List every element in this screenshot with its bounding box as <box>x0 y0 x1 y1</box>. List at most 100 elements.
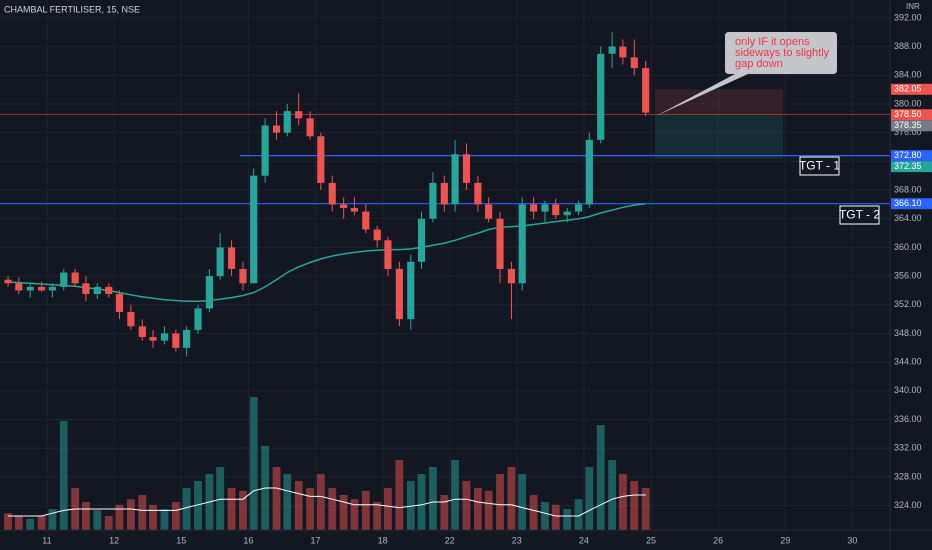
y-tick-label: 356.00 <box>894 270 922 280</box>
y-tick-label: 380.00 <box>894 98 922 108</box>
volume-bar <box>171 502 180 530</box>
candle-body <box>429 182 437 219</box>
volume-bar <box>14 516 23 530</box>
volume-bar <box>115 504 124 530</box>
candle-body <box>250 175 258 284</box>
candle-body <box>138 326 146 338</box>
volume-bar <box>328 488 337 530</box>
candle-body <box>451 154 459 205</box>
volume-bar <box>596 425 605 530</box>
volume-bar <box>339 495 348 530</box>
candle-body <box>642 68 650 113</box>
candle-body <box>619 46 627 58</box>
volume-bar <box>272 467 281 530</box>
position-zone <box>655 89 783 115</box>
volume-bar <box>429 467 437 530</box>
candle-body <box>440 182 448 205</box>
candle-body <box>205 276 213 309</box>
volume-bar <box>373 502 382 530</box>
callout-text: only IF it opens <box>735 36 810 48</box>
price-tag-label: 378.50 <box>894 109 922 119</box>
target-label: TGT - 1 <box>799 159 840 173</box>
candle-body <box>373 229 381 241</box>
target-box <box>839 205 880 225</box>
candle-body <box>317 136 325 183</box>
volume-bar <box>462 481 471 530</box>
y-tick-label: 340.00 <box>894 385 922 395</box>
candle-body <box>183 329 191 348</box>
candle-body <box>194 308 202 330</box>
volume-bar <box>551 504 560 530</box>
volume-bar <box>473 488 482 530</box>
x-tick-label: 15 <box>176 535 186 545</box>
price-tag <box>891 150 932 162</box>
volume-bar <box>608 460 617 530</box>
candle-body <box>630 57 638 69</box>
candle-body <box>530 204 538 212</box>
candle-body <box>82 283 90 295</box>
volume-bar <box>384 488 392 530</box>
candle-body <box>105 286 113 295</box>
price-tag-label: 372.35 <box>894 161 922 171</box>
candle-body <box>462 154 471 183</box>
candle-body <box>115 294 124 312</box>
candle-body <box>552 204 560 216</box>
volume-bar <box>350 499 359 530</box>
candle-body <box>496 218 504 269</box>
x-tick-label: 23 <box>512 535 522 545</box>
candle-body <box>227 247 236 269</box>
price-tag <box>891 120 932 132</box>
volume-bar <box>440 495 449 530</box>
x-tick-label: 16 <box>243 535 253 545</box>
y-tick-label: 376.00 <box>894 127 922 137</box>
volume-bar <box>93 510 102 530</box>
x-tick-label: 30 <box>847 535 857 545</box>
callout-text: gap down <box>735 58 783 70</box>
volume-bar <box>239 490 247 530</box>
volume-bar <box>518 474 527 530</box>
volume-bar <box>306 488 315 530</box>
y-tick-label: 388.00 <box>894 41 922 51</box>
volume-bar <box>81 502 90 530</box>
price-tag <box>891 198 932 210</box>
candle-body <box>272 125 281 133</box>
candle-body <box>93 286 101 295</box>
candle-body <box>216 247 224 277</box>
y-tick-label: 348.00 <box>894 328 922 338</box>
candle-body <box>295 111 303 119</box>
x-tick-label: 18 <box>378 535 388 545</box>
x-tick-label: 17 <box>310 535 320 545</box>
price-tag-label: 378.35 <box>894 120 922 130</box>
volume-bar <box>361 490 370 530</box>
candle-body <box>574 204 583 212</box>
x-tick-label: 11 <box>42 535 51 545</box>
candle-body <box>261 125 269 176</box>
candle-body <box>306 118 314 137</box>
moving-average-line <box>8 202 646 302</box>
candle-body <box>26 286 34 291</box>
volume-bar <box>574 499 583 530</box>
candle-body <box>507 268 516 284</box>
volume-bar <box>138 495 147 530</box>
candle-body <box>15 283 23 291</box>
x-tick-label: 24 <box>579 535 589 545</box>
y-tick-label: 368.00 <box>894 184 922 194</box>
volume-bar <box>529 495 538 530</box>
position-zone <box>655 114 783 159</box>
candle-body <box>407 261 415 320</box>
price-tag <box>891 109 932 121</box>
y-tick-label: 364.00 <box>894 213 922 223</box>
y-tick-label: 384.00 <box>894 70 922 80</box>
candle-body <box>60 272 68 287</box>
candle-body <box>71 272 79 284</box>
volume-bar <box>294 481 303 530</box>
volume-bar <box>630 481 639 530</box>
candle-body <box>518 204 526 284</box>
volume-bar <box>126 499 135 530</box>
y-tick-label: 352.00 <box>894 299 922 309</box>
volume-bar <box>160 509 169 530</box>
grid <box>0 0 890 530</box>
price-tag-label: 366.10 <box>894 198 922 208</box>
